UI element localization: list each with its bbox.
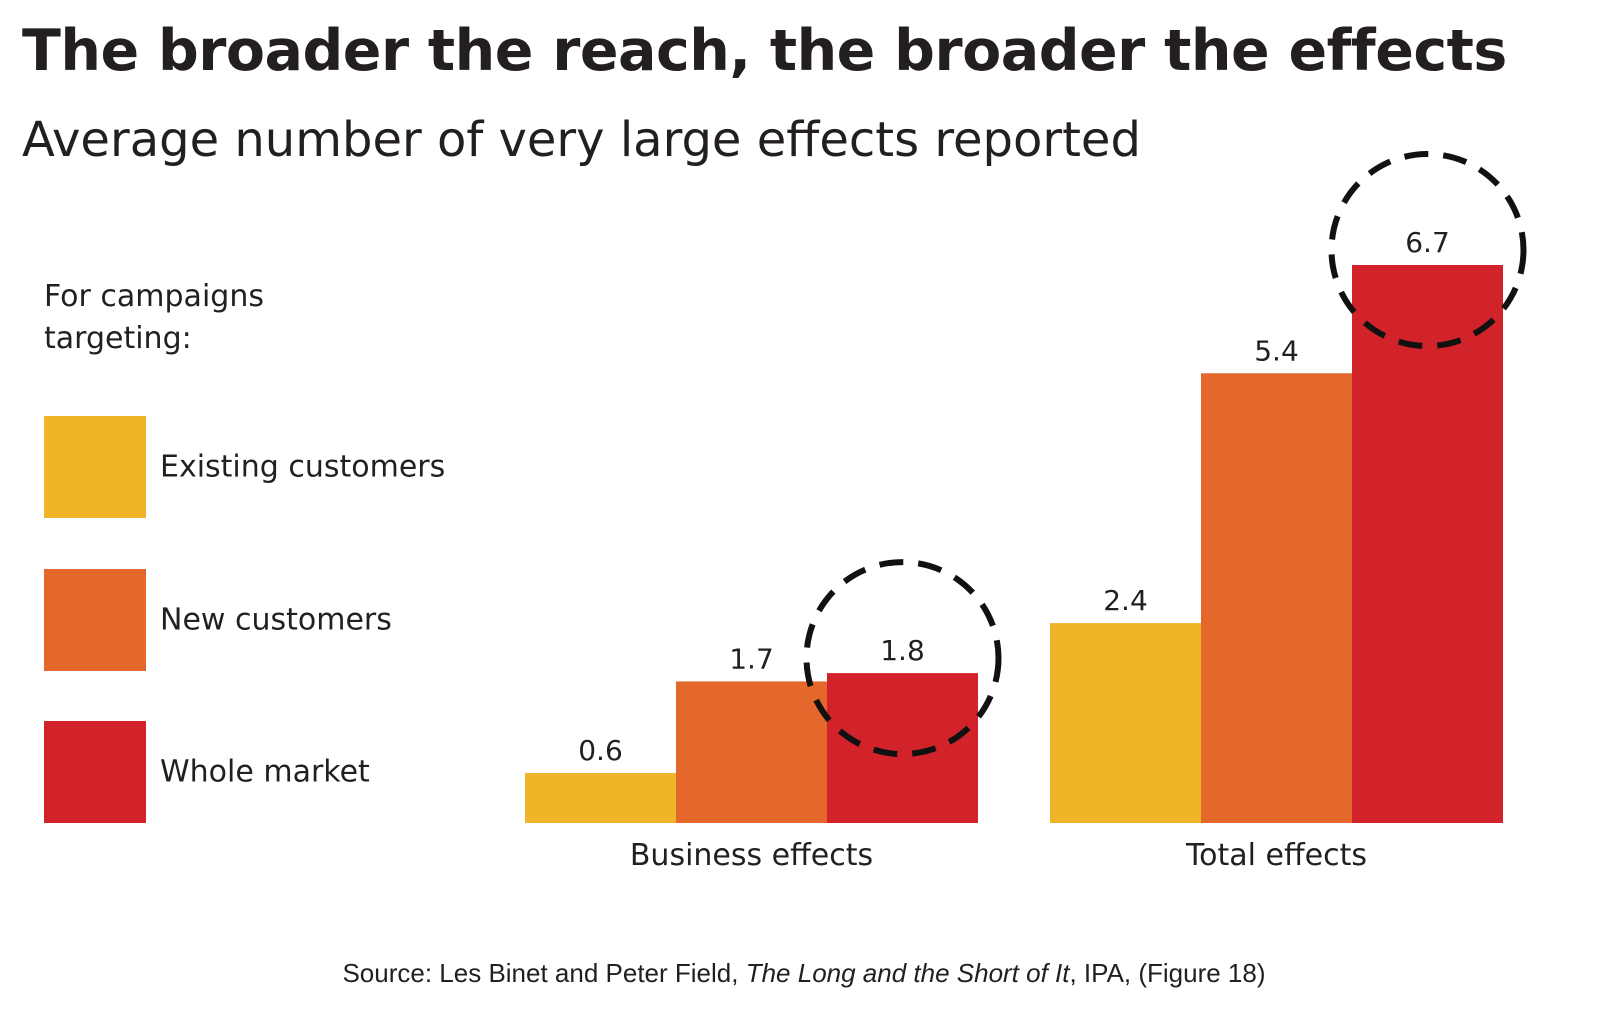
bar-total-effects-existing-customers [1050, 623, 1201, 823]
data-label-total-effects-new-customers: 5.4 [1254, 334, 1299, 367]
data-label-business-effects-new-customers: 1.7 [729, 642, 774, 675]
highlight-circle-total-effects [1328, 151, 1527, 349]
legend-label-existing-customers: Existing customers [160, 449, 446, 485]
source-prefix: Source: Les Binet and Peter Field, [342, 958, 746, 988]
source-suffix: , IPA, (Figure 18) [1069, 958, 1266, 988]
data-label-total-effects-whole-market: 6.7 [1405, 226, 1450, 259]
data-label-business-effects-whole-market: 1.8 [880, 634, 925, 667]
source-book-title: The Long and the Short of It [745, 958, 1070, 988]
bar-business-effects-whole-market [827, 673, 978, 823]
data-label-total-effects-existing-customers: 2.4 [1103, 584, 1148, 617]
category-label-business-effects: Business effects [630, 838, 873, 873]
bar-group-total-effects: 2.4 5.4 6.7 [1050, 226, 1503, 823]
data-label-business-effects-existing-customers: 0.6 [578, 734, 623, 767]
chart-title: The broader the reach, the broader the e… [22, 18, 1507, 84]
highlight-circle-business-effects [803, 559, 1002, 758]
legend-label-whole-market: Whole market [160, 754, 370, 790]
source-note: Source: Les Binet and Peter Field, The L… [0, 958, 1608, 989]
chart-subtitle: Average number of very large effects rep… [22, 112, 1141, 168]
bar-business-effects-new-customers [676, 681, 827, 823]
bar-total-effects-whole-market [1352, 265, 1503, 823]
legend-swatch-whole-market [44, 721, 146, 823]
bar-business-effects-existing-customers [525, 773, 676, 823]
bar-group-business-effects: 0.6 1.7 1.8 [525, 634, 978, 823]
legend-label-new-customers: New customers [160, 602, 392, 638]
bar-total-effects-new-customers [1201, 373, 1352, 823]
legend-swatch-new-customers [44, 569, 146, 671]
category-label-total-effects: Total effects [1185, 838, 1367, 873]
legend-heading: For campaigns targeting: [44, 279, 264, 356]
legend-swatch-existing-customers [44, 416, 146, 518]
